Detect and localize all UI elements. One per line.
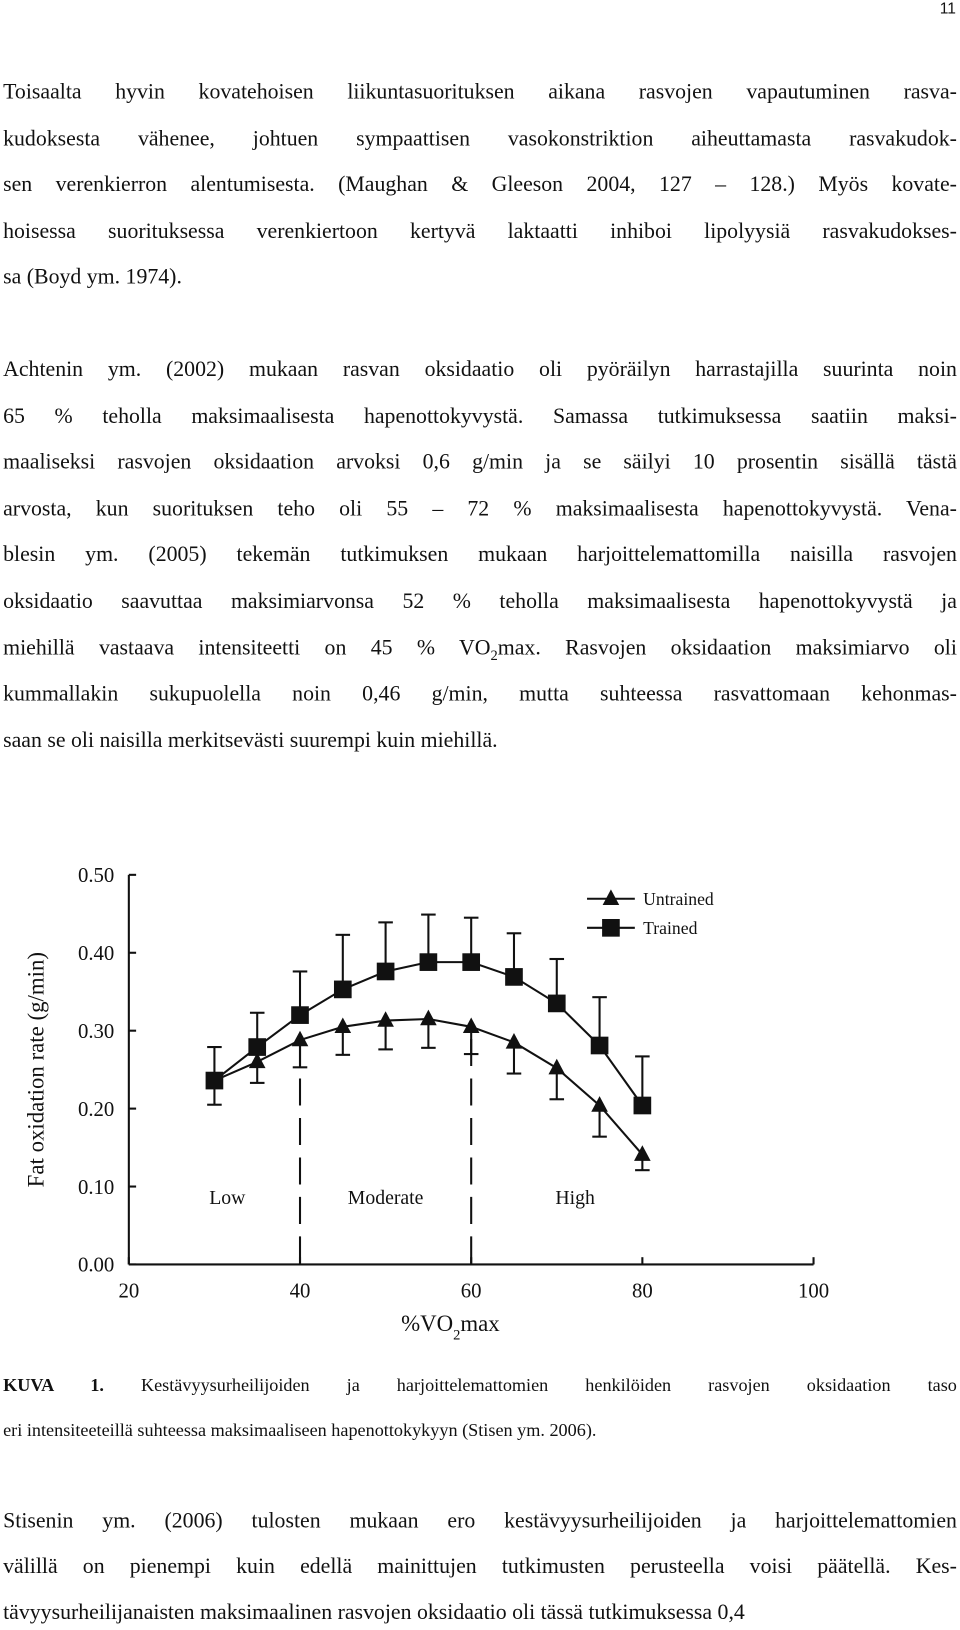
text: miehillä vastaava intensiteetti on 45 % … [3, 634, 491, 660]
marker [548, 1058, 566, 1075]
paragraph-line: 65 % teholla maksimaalisesta hapenottoky… [3, 402, 957, 428]
x-tick-label: 100 [798, 1280, 829, 1303]
paragraph-line: oksidaatio saavuttaa maksimiarvonsa 52 %… [3, 588, 957, 614]
legend-marker [602, 889, 620, 905]
paragraph-line: Toisaalta hyvin kovatehoisen liikuntasuo… [3, 78, 957, 104]
marker [205, 1071, 224, 1090]
legend-label: Trained [643, 918, 697, 938]
paragraph-line: kudoksesta vähenee, johtuen sympaattisen… [3, 125, 957, 151]
paragraph-line: sen verenkierron alentumisesta. (Maughan… [3, 171, 957, 197]
page-number: 11 [939, 0, 956, 18]
y-tick-label: 0.20 [78, 1098, 114, 1121]
caption-text: eri intensiteeteillä suhteessa maksimaal… [3, 1419, 597, 1441]
y-tick-label: 0.00 [78, 1254, 114, 1277]
x-tick-label: 20 [118, 1280, 139, 1303]
paragraph-line: sa (Boyd ym. 1974). [3, 263, 182, 289]
marker [291, 1006, 309, 1024]
marker [376, 962, 395, 981]
caption-label: KUVA 1. [3, 1374, 104, 1396]
marker [248, 1038, 267, 1056]
y-tick-label: 0.30 [78, 1020, 114, 1043]
marker [547, 994, 566, 1013]
caption-line: KUVA 1. Kestävyysurheilijoiden ja harjoi… [3, 1370, 957, 1399]
zone-label: Low [209, 1187, 246, 1209]
marker [291, 1030, 309, 1047]
marker [377, 1011, 394, 1027]
y-tick-label: 0.50 [78, 864, 114, 887]
paragraph-line: arvosta, kun suorituksen teho oli 55 – 7… [3, 495, 957, 521]
marker [462, 1017, 480, 1034]
paragraph-line: tävyysurheilijanaisten maksimaalinen ras… [3, 1599, 745, 1624]
x-axis-label: %VO2max [401, 1311, 500, 1343]
marker [505, 968, 523, 986]
x-tick-label: 40 [290, 1280, 311, 1303]
paragraph-line: välillä on pienempi kuin edellä mainittu… [3, 1553, 957, 1579]
legend-marker [602, 918, 620, 937]
paragraph-line: blesin ym. (2005) tekemän tutkimuksen mu… [3, 541, 957, 567]
paragraph-line: maaliseksi rasvojen oksidaation arvoksi … [3, 449, 957, 474]
paragraph-line: Stisenin ym. (2006) tulosten mukaan ero … [3, 1507, 957, 1533]
marker [505, 1033, 523, 1049]
marker [634, 1145, 651, 1161]
marker [333, 980, 352, 999]
text: max. Rasvojen oksidaation maksimiarvo ol… [497, 634, 957, 660]
marker [334, 1017, 352, 1034]
y-tick-label: 0.40 [78, 942, 114, 965]
caption-line: eri intensiteeteillä suhteessa maksimaal… [3, 1415, 957, 1444]
marker [633, 1096, 652, 1115]
zone-label: High [555, 1187, 595, 1209]
y-tick-label: 0.10 [78, 1176, 114, 1199]
marker [419, 953, 438, 971]
x-axis-label-part: max [460, 1311, 500, 1336]
marker [248, 1052, 266, 1069]
paragraph-line: kummallakin sukupuolella noin 0,46 g/min… [3, 680, 957, 706]
y-axis-label: Fat oxidation rate (g/min) [24, 952, 49, 1187]
marker [590, 1036, 609, 1055]
x-axis-label-part: %VO [401, 1311, 453, 1336]
marker [462, 953, 481, 971]
paragraph-line: miehillä vastaava intensiteetti on 45 % … [3, 632, 957, 664]
paragraph-line: hoisessa suorituksessa verenkiertoon ker… [3, 217, 957, 243]
x-tick-label: 60 [461, 1280, 482, 1303]
paragraph-line: Achtenin ym. (2002) mukaan rasvan oksida… [3, 356, 957, 382]
x-tick-label: 80 [632, 1280, 653, 1303]
paragraph-line: saan se oli naisilla merkitsevästi suure… [3, 727, 498, 753]
zone-label: Moderate [348, 1187, 424, 1209]
legend-label: Untrained [643, 889, 714, 909]
x-axis-label-sub: 2 [453, 1327, 460, 1343]
marker [420, 1009, 437, 1026]
subscript: 2 [490, 648, 498, 664]
marker [591, 1096, 608, 1112]
error-bar [335, 933, 351, 990]
caption-text: Kestävyysurheilijoiden ja harjoittelemat… [103, 1374, 957, 1396]
